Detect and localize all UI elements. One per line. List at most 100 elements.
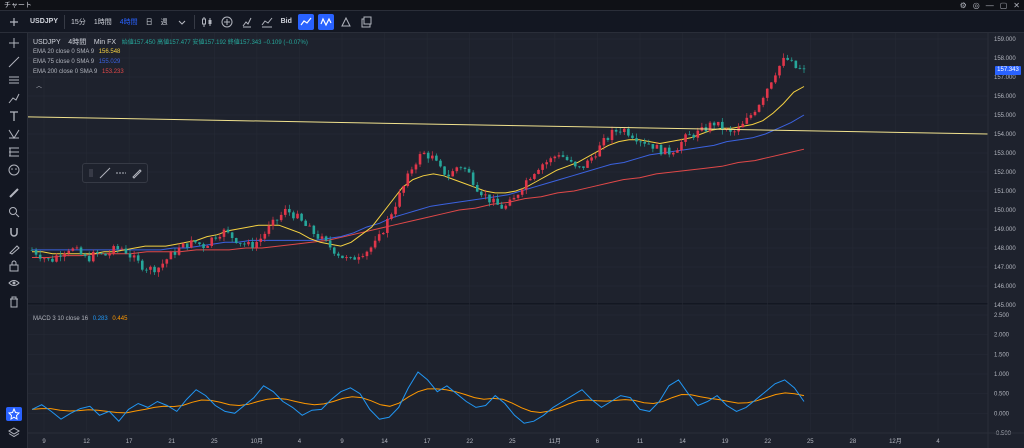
candle-body	[120, 248, 124, 250]
macd-tick-label: 1.500	[994, 352, 1010, 358]
ema20-series	[32, 86, 805, 255]
settings-icon[interactable]: ⚙	[959, 1, 967, 10]
ruler-icon[interactable]	[6, 186, 22, 200]
time-tick-label: 25	[211, 439, 218, 445]
candle-body	[349, 257, 352, 258]
line-style-icon[interactable]	[115, 166, 127, 180]
price-tick-label: 147.000	[994, 265, 1016, 271]
candle-body	[267, 225, 271, 234]
candle-body	[381, 232, 385, 235]
floating-drawing-toolbar	[82, 163, 148, 183]
macd-legend[interactable]: MACD 3 10 close 16 0.283 0.445	[33, 316, 127, 322]
emoji-icon[interactable]	[6, 163, 22, 177]
close-icon[interactable]: ✕	[1013, 1, 1020, 10]
symbol-search[interactable]: USDJPY	[30, 18, 59, 25]
candle-body	[239, 242, 242, 244]
candle-body	[328, 240, 332, 248]
candle-body	[537, 169, 540, 174]
candle-body	[614, 129, 618, 132]
trendline-icon[interactable]	[6, 55, 22, 69]
wave-chart-icon[interactable]	[317, 13, 334, 30]
maximize-icon[interactable]: ▢	[999, 1, 1008, 10]
interval-1h[interactable]: 1時間	[93, 18, 112, 26]
zoom-icon[interactable]	[6, 205, 22, 219]
candle-body	[402, 185, 406, 193]
candle-body	[426, 152, 430, 159]
layers-icon[interactable]	[6, 425, 22, 439]
collapse-legend-button[interactable]: ︿	[36, 81, 42, 90]
candle-body	[259, 238, 263, 242]
time-tick-label: 22	[466, 439, 473, 445]
crosshair-icon[interactable]	[6, 36, 22, 50]
pane-separator	[28, 303, 988, 305]
fx-indicator-icon[interactable]	[239, 14, 255, 30]
candle-body	[430, 155, 434, 159]
time-tick-label: 12	[83, 439, 90, 445]
legend-source: Min FX	[93, 39, 117, 46]
candle-body	[218, 236, 222, 239]
ema20-line	[32, 86, 805, 255]
candle-body	[553, 156, 557, 159]
pencil-icon[interactable]	[131, 166, 143, 180]
candle-body	[524, 180, 528, 190]
add-indicator-icon[interactable]	[219, 14, 235, 30]
price-tick-label: 146.000	[994, 284, 1016, 290]
price-axis: 159.000 158.000 157.000 156.000 155.000 154.0…	[987, 33, 1024, 448]
ema200-legend[interactable]: EMA 200 close 0 SMA 9 153.233	[33, 69, 124, 75]
candle-body	[104, 253, 107, 256]
candle-body	[659, 144, 663, 155]
candle-body	[488, 194, 491, 203]
ema20-legend[interactable]: EMA 20 close 0 SMA 9 156.548	[33, 49, 120, 55]
candle-body	[75, 247, 79, 249]
candles-icon[interactable]	[199, 14, 215, 30]
trash-icon[interactable]	[6, 295, 22, 309]
ema75-label: EMA 75 close 0 SMA 9	[33, 59, 95, 65]
star-icon[interactable]	[6, 407, 22, 421]
candle-body	[606, 138, 610, 140]
interval-1w[interactable]: 週	[160, 18, 168, 26]
candle-body	[406, 173, 410, 186]
bid-button[interactable]: Bid	[280, 18, 292, 25]
lock-icon[interactable]	[6, 259, 22, 273]
alert-icon[interactable]	[338, 14, 354, 30]
interval-1d[interactable]: 日	[145, 18, 153, 26]
candle-body	[578, 166, 581, 168]
interval-4h[interactable]: 4時間	[119, 18, 138, 26]
candle-body	[390, 214, 393, 219]
chevron-down-icon[interactable]	[174, 14, 190, 30]
candle-body	[230, 232, 234, 239]
layout-icon[interactable]	[358, 14, 374, 30]
line-tool-icon[interactable]	[99, 166, 111, 180]
time-tick-label: 12月	[889, 438, 902, 445]
drag-handle-icon[interactable]	[87, 166, 95, 180]
brush-icon[interactable]	[6, 91, 22, 105]
horizontal-lines-icon[interactable]	[6, 73, 22, 87]
candle-body	[165, 259, 169, 264]
draw-mode-icon[interactable]	[6, 242, 22, 256]
fib-icon[interactable]	[6, 145, 22, 159]
chart-canvas[interactable]: 159.000 158.000 157.000 156.000 155.000 154.0…	[27, 33, 1024, 448]
ema75-legend[interactable]: EMA 75 close 0 SMA 9 155.029	[33, 59, 120, 65]
price-tick-label: 145.000	[994, 303, 1016, 309]
minimize-icon[interactable]: —	[985, 1, 994, 10]
plus-icon[interactable]	[6, 14, 22, 30]
text-icon[interactable]	[6, 109, 22, 123]
compare-icon[interactable]	[259, 14, 275, 30]
candle-body	[386, 218, 389, 233]
pattern-icon[interactable]	[6, 127, 22, 141]
magnet-icon[interactable]	[6, 225, 22, 239]
candle-body	[271, 219, 275, 226]
candle-body	[671, 152, 675, 155]
candle-body	[480, 191, 483, 196]
eye-icon[interactable]	[6, 276, 22, 290]
line-chart-icon[interactable]	[297, 13, 314, 30]
legend-ohlc: 始値157.450 高値157.477 安値157.192 終値157.343 …	[121, 40, 308, 46]
macd-value: 0.283	[92, 316, 108, 322]
camera-icon[interactable]: ◎	[972, 1, 980, 10]
candle-body	[716, 121, 720, 126]
macd-label: MACD 3 10 close 16	[33, 316, 89, 322]
candle-body	[410, 169, 414, 174]
chart-area[interactable]: 159.000 158.000 157.000 156.000 155.000 154.0…	[27, 33, 1024, 448]
candle-body	[504, 205, 508, 209]
interval-15m[interactable]: 15分	[71, 18, 86, 26]
